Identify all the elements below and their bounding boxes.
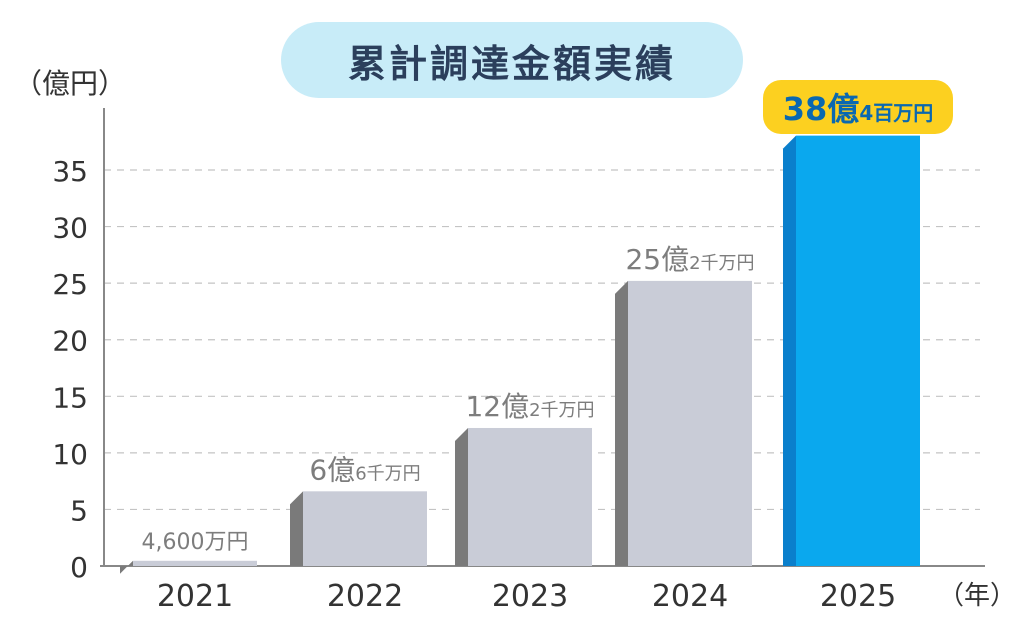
bar-side xyxy=(783,135,796,567)
data-label: 25億2千万円 xyxy=(625,243,754,276)
bar xyxy=(796,135,920,567)
bar-side xyxy=(120,560,133,574)
highlight-label-small: 4百万円 xyxy=(859,101,934,125)
x-tick-label: 2023 xyxy=(492,579,568,614)
y-tick-label: 0 xyxy=(70,551,88,584)
y-axis-unit: （億円） xyxy=(14,67,127,100)
x-tick-label: 2024 xyxy=(652,579,728,614)
highlight-label-big: 38億 xyxy=(782,90,860,128)
y-tick-label: 15 xyxy=(52,381,88,414)
highlight-data-label: 38億 4百万円 xyxy=(763,80,953,134)
y-tick-label: 30 xyxy=(52,212,88,245)
y-tick-label: 25 xyxy=(52,268,88,301)
bar xyxy=(628,280,752,566)
bar-side xyxy=(615,280,628,566)
x-tick-label: 2025 xyxy=(820,579,896,614)
x-tick-label: 2021 xyxy=(157,579,233,614)
y-tick-label: 35 xyxy=(52,155,88,188)
data-label: 4,600万円 xyxy=(142,530,249,555)
data-label: 12億2千万円 xyxy=(465,390,594,423)
bar xyxy=(133,560,257,566)
data-label: 6億6千万円 xyxy=(309,453,420,486)
bar-side xyxy=(290,491,303,566)
chart-title: 累計調達金額実績 xyxy=(281,22,743,98)
y-tick-label: 20 xyxy=(52,325,88,358)
bar xyxy=(468,427,592,566)
y-tick-label: 10 xyxy=(52,438,88,471)
bar xyxy=(303,491,427,566)
y-tick-label: 5 xyxy=(70,494,88,527)
x-tick-label: 2022 xyxy=(327,579,403,614)
bar-side xyxy=(455,427,468,566)
x-axis-unit: （年） xyxy=(938,581,1017,611)
